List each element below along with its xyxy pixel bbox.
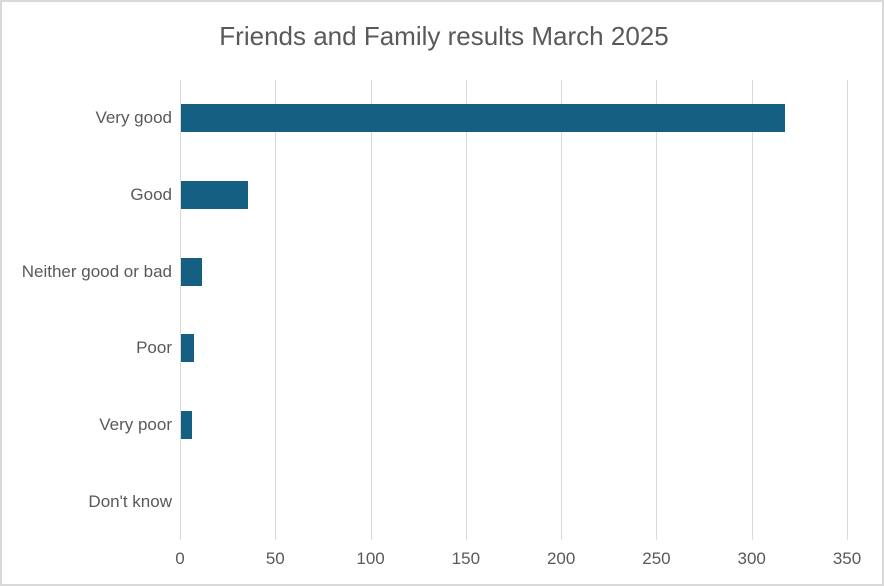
gridline (370, 80, 372, 540)
x-tick-label: 350 (832, 549, 862, 568)
category-axis-line (180, 80, 181, 540)
x-tick-label: 150 (451, 549, 481, 568)
category-label: Good (130, 185, 172, 204)
bar-very-poor (181, 411, 193, 439)
x-tick-label: 300 (737, 549, 766, 568)
x-tick-label: 100 (356, 549, 385, 568)
gridline (656, 80, 658, 540)
bar-poor (181, 334, 195, 363)
x-tick-label: 200 (546, 549, 576, 568)
gridline (751, 80, 753, 540)
plot-area (180, 80, 848, 540)
category-label: Don't know (88, 491, 172, 511)
category-label: Very good (95, 108, 172, 128)
x-tick-label: 50 (265, 549, 285, 568)
category-label: Poor (136, 338, 172, 358)
category-label: Neither good or bad (21, 261, 172, 281)
gridline (275, 80, 277, 540)
x-tick-label: 250 (642, 549, 671, 568)
gridline (465, 80, 467, 540)
bar-very-good (181, 104, 786, 133)
bar-good (181, 181, 248, 209)
chart-title: Friends and Family results March 2025 (219, 21, 669, 51)
gridline (847, 80, 848, 540)
x-tick-label: 0 (175, 549, 185, 568)
category-label: Very poor (99, 415, 172, 434)
bar-neither-good-or-bad (181, 257, 202, 286)
gridline (561, 80, 563, 540)
